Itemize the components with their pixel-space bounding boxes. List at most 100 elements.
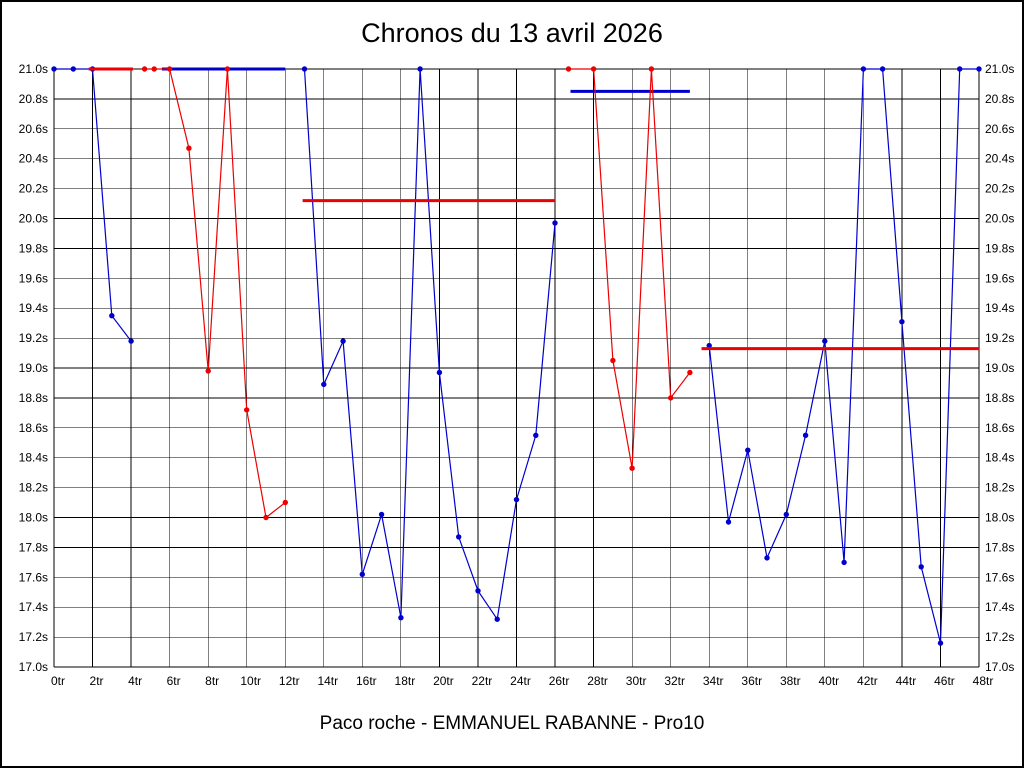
x-tick-label: 12tr — [279, 674, 300, 688]
lap-time-point — [687, 369, 693, 376]
y-tick-label-left: 17.6s — [19, 570, 48, 584]
lap-time-point — [565, 66, 572, 72]
lap-time-point — [552, 220, 558, 226]
y-tick-label-left: 18.2s — [19, 481, 48, 495]
lap-time-point — [745, 447, 751, 453]
lap-time-point — [321, 381, 327, 388]
y-tick-label-right: 19.4s — [985, 301, 1014, 315]
lap-time-point — [436, 369, 443, 376]
lap-time-point — [456, 534, 462, 540]
x-tick-label: 14tr — [317, 674, 338, 688]
y-tick-label-right: 19.0s — [985, 361, 1014, 375]
x-tick-label: 24tr — [510, 674, 531, 688]
y-tick-label-left: 17.4s — [19, 600, 48, 614]
lap-time-point — [417, 66, 423, 72]
lap-time-point — [976, 66, 982, 72]
lap-time-line — [708, 68, 979, 644]
lap-time-point — [533, 432, 539, 438]
lap-time-point — [725, 519, 732, 525]
lap-time-point — [205, 368, 211, 374]
lap-time-point — [610, 357, 616, 364]
lap-time-point — [378, 511, 385, 518]
lap-time-point — [141, 66, 148, 72]
lap-time-point — [494, 616, 500, 622]
x-tick-label: 8tr — [205, 674, 219, 688]
series-red-driver — [88, 66, 979, 521]
y-tick-label-right: 17.6s — [985, 570, 1014, 584]
x-tick-label: 4tr — [128, 674, 142, 688]
lap-time-line — [303, 68, 556, 621]
x-tick-label: 48tr — [973, 674, 994, 688]
y-tick-label-right: 17.8s — [985, 540, 1014, 554]
chart-caption: Paco roche - EMMANUEL RABANNE - Pro10 — [319, 713, 705, 734]
lap-time-point — [937, 640, 944, 646]
lap-time-point — [301, 66, 308, 72]
lap-time-point — [841, 559, 847, 566]
lap-time-point — [359, 571, 365, 577]
y-tick-label-right: 18.8s — [985, 391, 1014, 405]
y-tick-label-left: 17.2s — [19, 630, 48, 644]
y-tick-label-left: 18.6s — [19, 421, 48, 435]
chart-title: Chronos du 13 avril 2026 — [361, 18, 663, 48]
y-tick-label-left: 20.0s — [19, 212, 48, 226]
lap-time-point — [899, 319, 905, 325]
lap-time-point — [706, 342, 712, 349]
lap-time-point — [957, 66, 963, 72]
axis-labels: 21.0s 21.0s 20.8s 20.8s 20.6s 20.6s 20.4s 20.4s… — [19, 62, 1015, 688]
y-tick-label-left: 19.8s — [19, 241, 48, 255]
y-tick-label-left: 19.2s — [19, 331, 48, 345]
y-tick-label-left: 18.0s — [19, 511, 48, 525]
lap-time-point — [282, 499, 288, 506]
y-tick-label-right: 19.8s — [985, 241, 1014, 255]
lap-time-point — [879, 66, 886, 72]
lap-time-point — [822, 338, 828, 344]
y-tick-label-right: 20.6s — [985, 122, 1014, 136]
lap-time-point — [783, 511, 789, 518]
lap-time-point — [918, 564, 924, 570]
lap-time-point — [629, 465, 635, 471]
x-tick-label: 28tr — [587, 674, 608, 688]
lap-time-point — [513, 496, 520, 503]
y-tick-label-right: 17.0s — [985, 660, 1014, 674]
y-tick-label-left: 19.6s — [19, 271, 48, 285]
y-tick-label-right: 18.6s — [985, 421, 1014, 435]
x-tick-label: 26tr — [549, 674, 570, 688]
lap-time-point — [860, 66, 867, 72]
x-tick-label: 44tr — [896, 674, 917, 688]
x-tick-label: 32tr — [664, 674, 685, 688]
y-tick-label-left: 17.8s — [19, 540, 48, 554]
x-tick-label: 0tr — [51, 674, 65, 688]
lap-time-point — [340, 338, 346, 344]
y-tick-label-left: 18.8s — [19, 391, 48, 405]
x-tick-label: 20tr — [433, 674, 454, 688]
y-tick-label-right: 19.2s — [985, 331, 1014, 345]
y-tick-label-left: 19.0s — [19, 361, 48, 375]
lap-time-point — [70, 66, 77, 72]
y-tick-label-right: 21.0s — [985, 62, 1014, 76]
lap-time-point — [475, 588, 481, 594]
y-tick-label-right: 17.2s — [985, 630, 1014, 644]
x-tick-label: 36tr — [741, 674, 762, 688]
lap-time-point — [398, 615, 404, 621]
lap-time-point — [244, 407, 250, 413]
x-tick-label: 30tr — [626, 674, 647, 688]
y-tick-label-left: 21.0s — [19, 62, 48, 76]
y-tick-label-right: 17.4s — [985, 600, 1014, 614]
x-tick-label: 10tr — [240, 674, 261, 688]
lap-time-point — [109, 313, 115, 319]
y-tick-label-right: 20.2s — [985, 182, 1014, 196]
x-tick-label: 6tr — [167, 674, 181, 688]
lap-time-point — [186, 145, 192, 151]
lap-time-point — [151, 66, 157, 72]
x-tick-label: 18tr — [395, 674, 416, 688]
x-tick-label: 34tr — [703, 674, 724, 688]
x-tick-label: 22tr — [472, 674, 493, 688]
x-tick-label: 2tr — [90, 674, 104, 688]
y-tick-label-left: 19.4s — [19, 301, 48, 315]
y-tick-label-right: 19.6s — [985, 271, 1014, 285]
x-tick-label: 38tr — [780, 674, 801, 688]
y-tick-label-left: 17.0s — [19, 660, 48, 674]
lap-time-point — [166, 66, 173, 72]
lap-time-point — [648, 66, 655, 72]
